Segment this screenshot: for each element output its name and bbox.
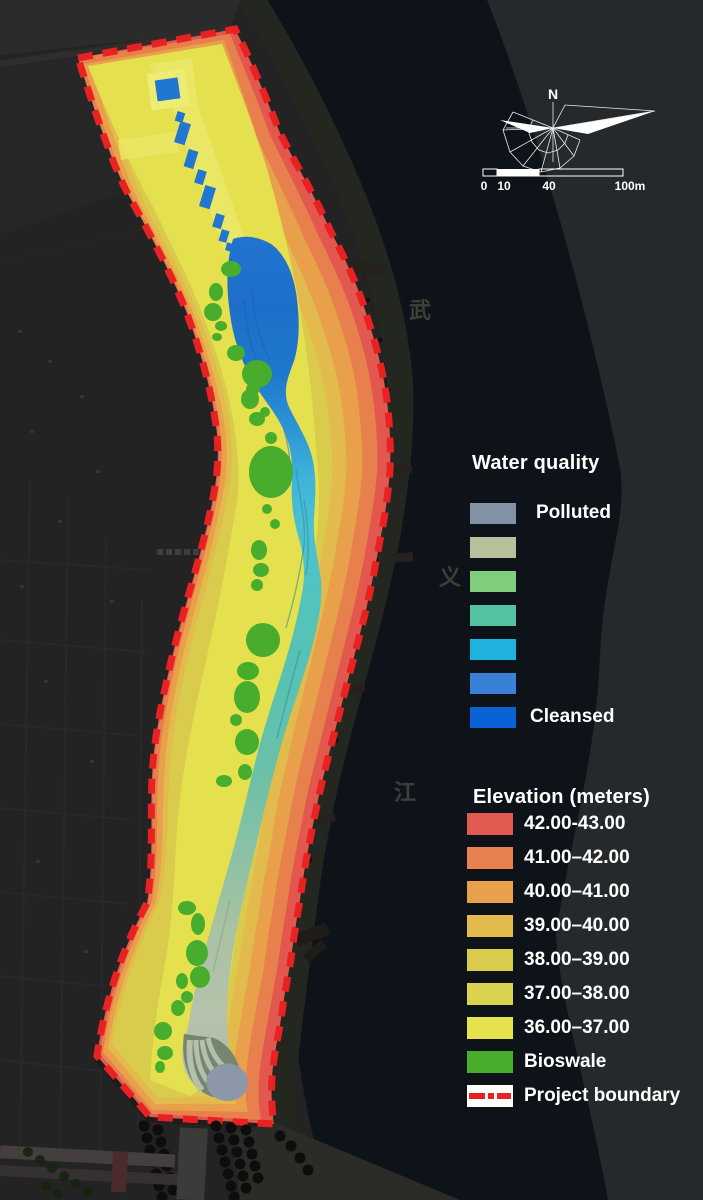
elevation-swatch-36-37 [467, 1017, 513, 1039]
water-quality-swatch-3 [470, 571, 516, 592]
far-river-bank [487, 0, 703, 1200]
water-quality-swatch-6 [470, 673, 516, 694]
boundary-dash-1 [469, 1093, 485, 1099]
scale-bar: 0 10 40 100m [481, 168, 646, 193]
water-system [154, 77, 322, 1101]
project-boundary-swatch [467, 1085, 513, 1107]
elevation-swatch-37-38 [467, 983, 513, 1005]
elevation-title: Elevation (meters) [473, 786, 650, 808]
cleansed-label: Cleansed [530, 706, 615, 727]
bioswale-label: Bioswale [524, 1051, 607, 1072]
water-quality-swatch-4 [470, 605, 516, 626]
bioswale-swatch [467, 1051, 513, 1073]
water-quality-title: Water quality [472, 452, 600, 474]
header-pond [154, 77, 181, 102]
scale-tick-10: 10 [497, 179, 511, 193]
water-quality-swatch-polluted [470, 503, 516, 524]
scale-tick-0: 0 [481, 179, 488, 193]
polluted-pool [206, 1063, 248, 1101]
elevation-label-36-37: 36.00–37.00 [524, 1017, 630, 1038]
city-building-specks [18, 330, 199, 953]
boundary-dash-3 [497, 1093, 511, 1099]
river [255, 0, 703, 1200]
elevation-swatch-40-41 [467, 881, 513, 903]
water-quality-swatch-5 [470, 639, 516, 660]
river-char-3: 江 [394, 780, 416, 805]
street-roads [0, 1127, 208, 1200]
elevation-label-40-41: 40.00–41.00 [524, 881, 630, 902]
elevation-label-42-43: 42.00-43.00 [524, 813, 626, 834]
elevation-swatch-38-39 [467, 949, 513, 971]
elevation-swatch-42-43 [467, 813, 513, 835]
polluted-label: Polluted [536, 502, 611, 523]
elevation-swatch-39-40 [467, 915, 513, 937]
river-name-label: 武 义 江 [394, 298, 461, 805]
project-boundary-label: Project boundary [524, 1085, 681, 1106]
scale-tick-40: 40 [542, 179, 556, 193]
boundary-dash-2 [488, 1093, 494, 1099]
water-quality-swatch-2 [470, 537, 516, 558]
elevation-label-39-40: 39.00–40.00 [524, 915, 630, 936]
stream [182, 236, 322, 1098]
elevation-label-41-42: 41.00–42.00 [524, 847, 630, 868]
elevation-label-37-38: 37.00–38.00 [524, 983, 630, 1004]
inlet-delta [183, 1034, 248, 1101]
elevation-label-38-39: 38.00–39.00 [524, 949, 630, 970]
compass-arrow-east [553, 111, 655, 134]
elevation-swatch-41-42 [467, 847, 513, 869]
river-char-2: 义 [439, 565, 461, 590]
compass-arrow-west [500, 120, 553, 133]
bioswale-patches [154, 261, 293, 1073]
water-quality-swatch-cleansed [470, 707, 516, 728]
north-label: N [548, 86, 558, 102]
river-char-1: 武 [409, 298, 431, 323]
scale-tick-100: 100m [615, 179, 646, 193]
